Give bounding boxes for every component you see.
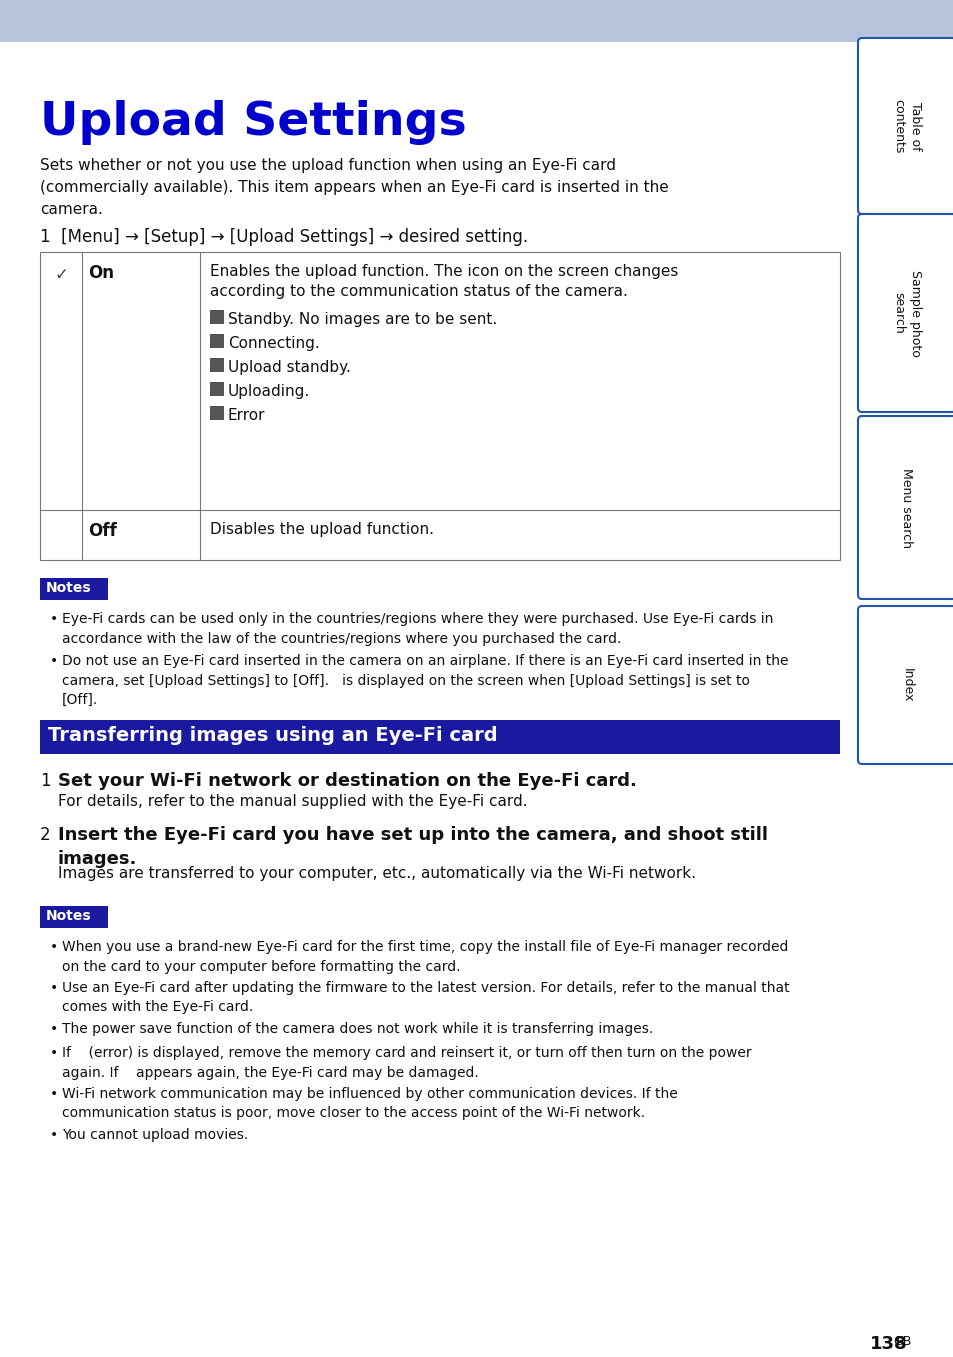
Bar (210, 309, 224, 324)
Text: Use an Eye-Fi card after updating the firmware to the latest version. For detail: Use an Eye-Fi card after updating the fi… (62, 981, 789, 1015)
Text: 1: 1 (40, 772, 51, 790)
FancyBboxPatch shape (857, 214, 953, 413)
Text: Off: Off (88, 522, 116, 540)
Text: Upload standby.: Upload standby. (228, 360, 351, 375)
Text: Error: Error (228, 408, 265, 423)
Text: Transferring images using an Eye-Fi card: Transferring images using an Eye-Fi card (48, 726, 497, 745)
Text: according to the communication status of the camera.: according to the communication status of… (210, 284, 627, 299)
Bar (210, 334, 224, 347)
Text: 1  [Menu] → [Setup] → [Upload Settings] → desired setting.: 1 [Menu] → [Setup] → [Upload Settings] →… (40, 228, 528, 246)
Text: Disables the upload function.: Disables the upload function. (210, 522, 434, 537)
Text: Standby. No images are to be sent.: Standby. No images are to be sent. (228, 312, 497, 327)
Text: Wi-Fi network communication may be influenced by other communication devices. If: Wi-Fi network communication may be influ… (62, 1087, 677, 1121)
Text: Table of
contents: Table of contents (891, 99, 921, 153)
Text: Uploading.: Uploading. (228, 384, 310, 399)
Text: Sets whether or not you use the upload function when using an Eye-Fi card
(comme: Sets whether or not you use the upload f… (40, 157, 668, 217)
Text: •: • (50, 940, 58, 954)
Text: •: • (50, 654, 58, 668)
Text: •: • (50, 1046, 58, 1060)
FancyBboxPatch shape (857, 38, 953, 214)
Text: 138: 138 (869, 1335, 906, 1353)
Text: Do not use an Eye-Fi card inserted in the camera on an airplane. If there is an : Do not use an Eye-Fi card inserted in th… (62, 654, 788, 707)
Text: Notes: Notes (46, 581, 91, 594)
Text: ✓: ✓ (54, 266, 68, 284)
Text: For details, refer to the manual supplied with the Eye-Fi card.: For details, refer to the manual supplie… (58, 794, 527, 809)
FancyBboxPatch shape (857, 607, 953, 764)
Bar (40, 578, 108, 600)
Text: •: • (50, 1128, 58, 1143)
Text: •: • (50, 1087, 58, 1101)
Text: You cannot upload movies.: You cannot upload movies. (62, 1128, 248, 1143)
Text: Notes: Notes (46, 909, 91, 923)
Text: Eye-Fi cards can be used only in the countries/regions where they were purchased: Eye-Fi cards can be used only in the cou… (62, 612, 773, 646)
Bar (40, 906, 108, 928)
Text: Set your Wi-Fi network or destination on the Eye-Fi card.: Set your Wi-Fi network or destination on… (58, 772, 637, 790)
Text: Enables the upload function. The icon on the screen changes: Enables the upload function. The icon on… (210, 265, 678, 280)
Text: Images are transferred to your computer, etc., automatically via the Wi-Fi netwo: Images are transferred to your computer,… (58, 866, 696, 881)
Text: Connecting.: Connecting. (228, 337, 319, 351)
Bar (40, 252, 840, 560)
Text: When you use a brand-new Eye-Fi card for the first time, copy the install file o: When you use a brand-new Eye-Fi card for… (62, 940, 787, 973)
Text: 2: 2 (40, 826, 51, 844)
Text: On: On (88, 265, 113, 282)
Bar (0, 0, 953, 42)
Bar (210, 406, 224, 421)
Bar (40, 721, 840, 754)
Bar (210, 358, 224, 372)
Text: The power save function of the camera does not work while it is transferring ima: The power save function of the camera do… (62, 1022, 653, 1035)
Text: Sample photo
search: Sample photo search (891, 270, 921, 357)
Text: •: • (50, 981, 58, 995)
Text: •: • (50, 1022, 58, 1035)
Text: •: • (50, 612, 58, 626)
Text: Upload Settings: Upload Settings (40, 100, 466, 145)
Text: Insert the Eye-Fi card you have set up into the camera, and shoot still
images.: Insert the Eye-Fi card you have set up i… (58, 826, 767, 867)
Text: Index: Index (900, 668, 913, 702)
FancyBboxPatch shape (857, 417, 953, 598)
Text: GB: GB (892, 1335, 910, 1348)
Bar (210, 383, 224, 396)
Text: Menu search: Menu search (900, 468, 913, 547)
Text: If    (error) is displayed, remove the memory card and reinsert it, or turn off : If (error) is displayed, remove the memo… (62, 1046, 751, 1080)
